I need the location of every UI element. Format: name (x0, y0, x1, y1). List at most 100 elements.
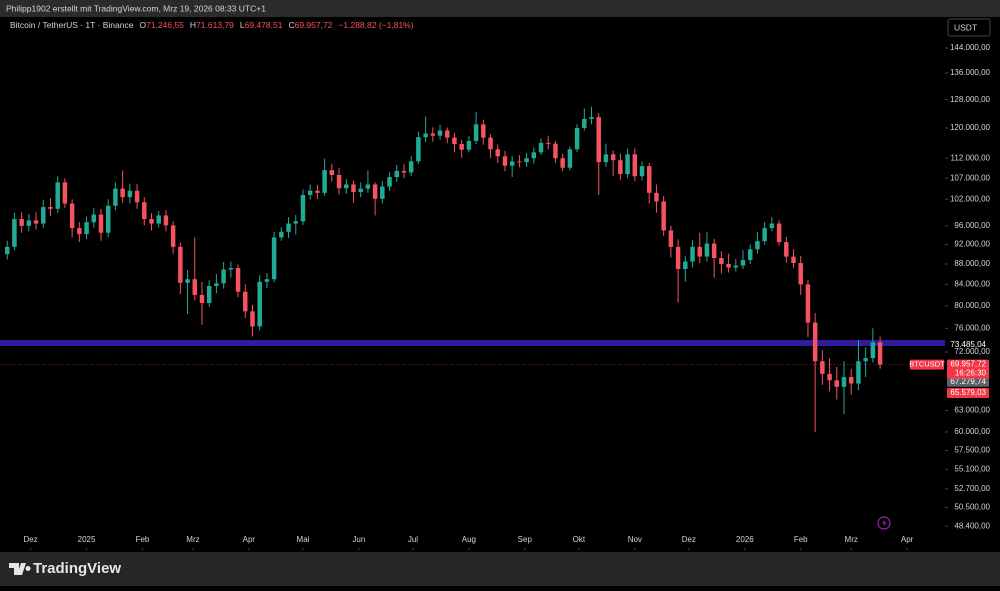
candle-body (639, 166, 645, 177)
candle-body (509, 161, 515, 166)
x-tick-label: Apr (243, 535, 256, 544)
symbol-badge (910, 359, 944, 370)
x-tick-label: Dez (24, 535, 38, 544)
x-tick-label: Dez (682, 535, 696, 544)
candle-body (502, 156, 508, 166)
x-tick-label: Mrz (186, 535, 199, 544)
candle-body (134, 190, 140, 203)
candle-body (812, 322, 818, 362)
candle-body (805, 284, 811, 323)
level-badge (947, 387, 989, 398)
candle-body (546, 142, 551, 144)
candle-body (481, 124, 486, 138)
candle-body (654, 192, 659, 202)
candle-body (62, 182, 68, 204)
x-tick-label: Jul (408, 535, 418, 544)
candle-body (870, 342, 876, 359)
candle-body (531, 152, 537, 159)
level-badge (947, 376, 989, 387)
candle-body (769, 223, 775, 229)
candle-body (690, 246, 695, 262)
candle-body (675, 246, 681, 270)
candle-body (113, 188, 118, 206)
candle-body (401, 170, 407, 173)
candle-body (834, 380, 840, 387)
candle-body (596, 117, 601, 163)
x-tick-label: Feb (136, 535, 150, 544)
candle-body (582, 118, 587, 128)
alert-circle[interactable] (877, 516, 891, 530)
candle-body (264, 279, 270, 282)
candle-body (315, 190, 320, 193)
currency-label: USDT (954, 22, 977, 32)
last-price-label: 69.957,72 (950, 360, 986, 369)
candle-body (408, 161, 414, 173)
legend-key: H (190, 20, 196, 30)
candle-body (711, 243, 717, 259)
candle-body (4, 246, 10, 255)
hline-price-label: 73.485,04 (950, 340, 986, 349)
candle-body (293, 221, 298, 224)
candle-body (12, 219, 17, 247)
legend-value: 71.613,79 (196, 20, 234, 30)
alert-bolt (882, 519, 887, 527)
x-tick-label: 2025 (78, 535, 96, 544)
candle-body (755, 241, 760, 250)
y-tick-label: 107.000,00 (950, 173, 991, 182)
candle-body (394, 170, 399, 178)
level-label: 65.579,03 (950, 388, 986, 397)
candle-body (41, 207, 46, 224)
candle-body (279, 231, 284, 238)
candle-body (84, 222, 89, 235)
candle-body (170, 225, 176, 247)
candle-body (603, 154, 609, 163)
x-tick-label: Feb (794, 535, 808, 544)
candle-body (784, 242, 789, 257)
y-tick-label: 120.000,00 (950, 123, 991, 132)
candle-body (747, 249, 753, 261)
y-tick-label: 136.000,00 (950, 68, 991, 77)
x-tick-label: Apr (901, 535, 914, 544)
candle-body (372, 184, 378, 199)
x-tick-label: Mrz (845, 535, 858, 544)
candle-body (286, 223, 291, 232)
candle-body (762, 228, 767, 242)
candle-body (553, 143, 558, 159)
candle-body (776, 223, 782, 243)
candle-body (380, 186, 385, 199)
legend-value: 71.246,55 (146, 20, 184, 30)
legend: Bitcoin / TetherUS · 1T · Binance O71.246… (10, 20, 414, 30)
y-tick-label: 80.000,00 (954, 301, 990, 310)
x-tick-label: Aug (462, 535, 476, 544)
candle-body (488, 137, 493, 150)
candle-body (618, 160, 623, 175)
candle-body (495, 149, 500, 157)
candle-body (877, 342, 883, 365)
y-tick-label: 52.700,00 (954, 484, 990, 493)
candle-body (538, 142, 544, 153)
x-tick-label: 2026 (736, 535, 754, 544)
candle-body (704, 243, 710, 257)
candle-body (517, 161, 522, 163)
candle-body (120, 188, 125, 198)
candle-body (77, 228, 82, 235)
candle-body (437, 130, 443, 136)
y-tick-label: 63.000,00 (954, 406, 990, 415)
candle-body (322, 170, 327, 193)
legend-key: L (240, 20, 245, 30)
candle-body (98, 214, 104, 233)
candle-body (91, 214, 97, 223)
candle-body (848, 377, 854, 384)
candle-body (466, 140, 472, 150)
candle-body (452, 137, 457, 144)
y-tick-label: 57.500,00 (954, 446, 990, 455)
symbol-label: BTCUSDT (909, 360, 945, 369)
currency-button[interactable] (947, 18, 991, 37)
alert-icon[interactable] (877, 516, 891, 530)
brand-name: TradingView (33, 560, 121, 577)
candle-body (33, 220, 39, 224)
candle-body (863, 358, 868, 362)
logo-icon (9, 563, 31, 575)
x-tick-label: Okt (573, 535, 586, 544)
